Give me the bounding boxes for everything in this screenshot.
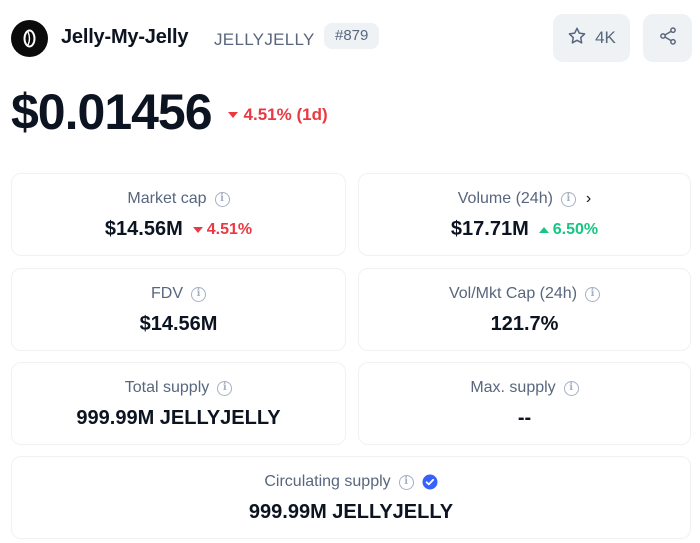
coin-header: Jelly-My-Jelly JELLYJELLY #879 4K (11, 14, 692, 62)
total-supply-value: 999.99M JELLYJELLY (76, 407, 281, 429)
coin-symbol: JELLYJELLY (214, 30, 315, 49)
jelly-logo-icon (11, 20, 48, 57)
chevron-right-icon[interactable]: › (585, 190, 592, 207)
down-arrow-icon (227, 112, 238, 118)
vol-mkt-cap-card: Vol/Mkt Cap (24h) i 121.7% (358, 268, 691, 351)
coin-name: Jelly-My-Jelly (61, 26, 189, 48)
info-icon[interactable]: i (560, 191, 576, 207)
fdv-label: FDV (151, 285, 183, 302)
price-row: $0.01456 4.51% (1d) (11, 84, 328, 140)
info-icon[interactable]: i (398, 474, 414, 490)
market-cap-card: Market cap i $14.56M 4.51% (11, 173, 346, 256)
volume-value: $17.71M (450, 218, 529, 240)
max-supply-card: Max. supply i -- (358, 362, 691, 445)
info-icon[interactable]: i (585, 286, 601, 302)
market-cap-value: $14.56M (104, 218, 183, 240)
share-icon (658, 26, 678, 51)
fdv-value: $14.56M (139, 313, 218, 335)
up-arrow-icon (538, 226, 549, 233)
price-change-text: 4.51% (1d) (243, 105, 328, 124)
market-cap-label: Market cap (127, 190, 207, 207)
volume-change: 6.50% (538, 220, 599, 239)
rank-badge: #879 (324, 23, 380, 49)
vol-mkt-cap-label: Vol/Mkt Cap (24h) (448, 285, 578, 302)
watchlist-button[interactable]: 4K (553, 14, 630, 62)
total-supply-card: Total supply i 999.99M JELLYJELLY (11, 362, 346, 445)
info-icon[interactable]: i (563, 380, 579, 396)
watchlist-count: 4K (595, 28, 616, 47)
star-icon (567, 26, 587, 51)
total-supply-label: Total supply (124, 379, 210, 396)
down-arrow-icon (192, 226, 203, 233)
fdv-card: FDV i $14.56M (11, 268, 346, 351)
circulating-supply-card: Circulating supply i 999.99M JELLYJELLY (11, 456, 691, 539)
circulating-supply-value: 999.99M JELLYJELLY (248, 501, 454, 523)
max-supply-label: Max. supply (470, 379, 556, 396)
price-change: 4.51% (1d) (227, 105, 328, 125)
share-button[interactable] (643, 14, 692, 62)
price-value: $0.01456 (11, 84, 213, 140)
info-icon[interactable]: i (214, 191, 230, 207)
max-supply-value: -- (517, 407, 532, 429)
volume-card[interactable]: Volume (24h) i › $17.71M 6.50% (358, 173, 691, 256)
verified-check-icon[interactable] (422, 474, 438, 490)
info-icon[interactable]: i (191, 286, 206, 302)
circulating-supply-label: Circulating supply (264, 473, 391, 490)
vol-mkt-cap-value: 121.7% (490, 313, 559, 335)
market-cap-change-text: 4.51% (206, 220, 253, 238)
info-icon[interactable]: i (217, 380, 233, 396)
volume-label: Volume (24h) (457, 190, 553, 207)
market-cap-change: 4.51% (192, 220, 253, 239)
volume-change-text: 6.50% (552, 220, 599, 238)
